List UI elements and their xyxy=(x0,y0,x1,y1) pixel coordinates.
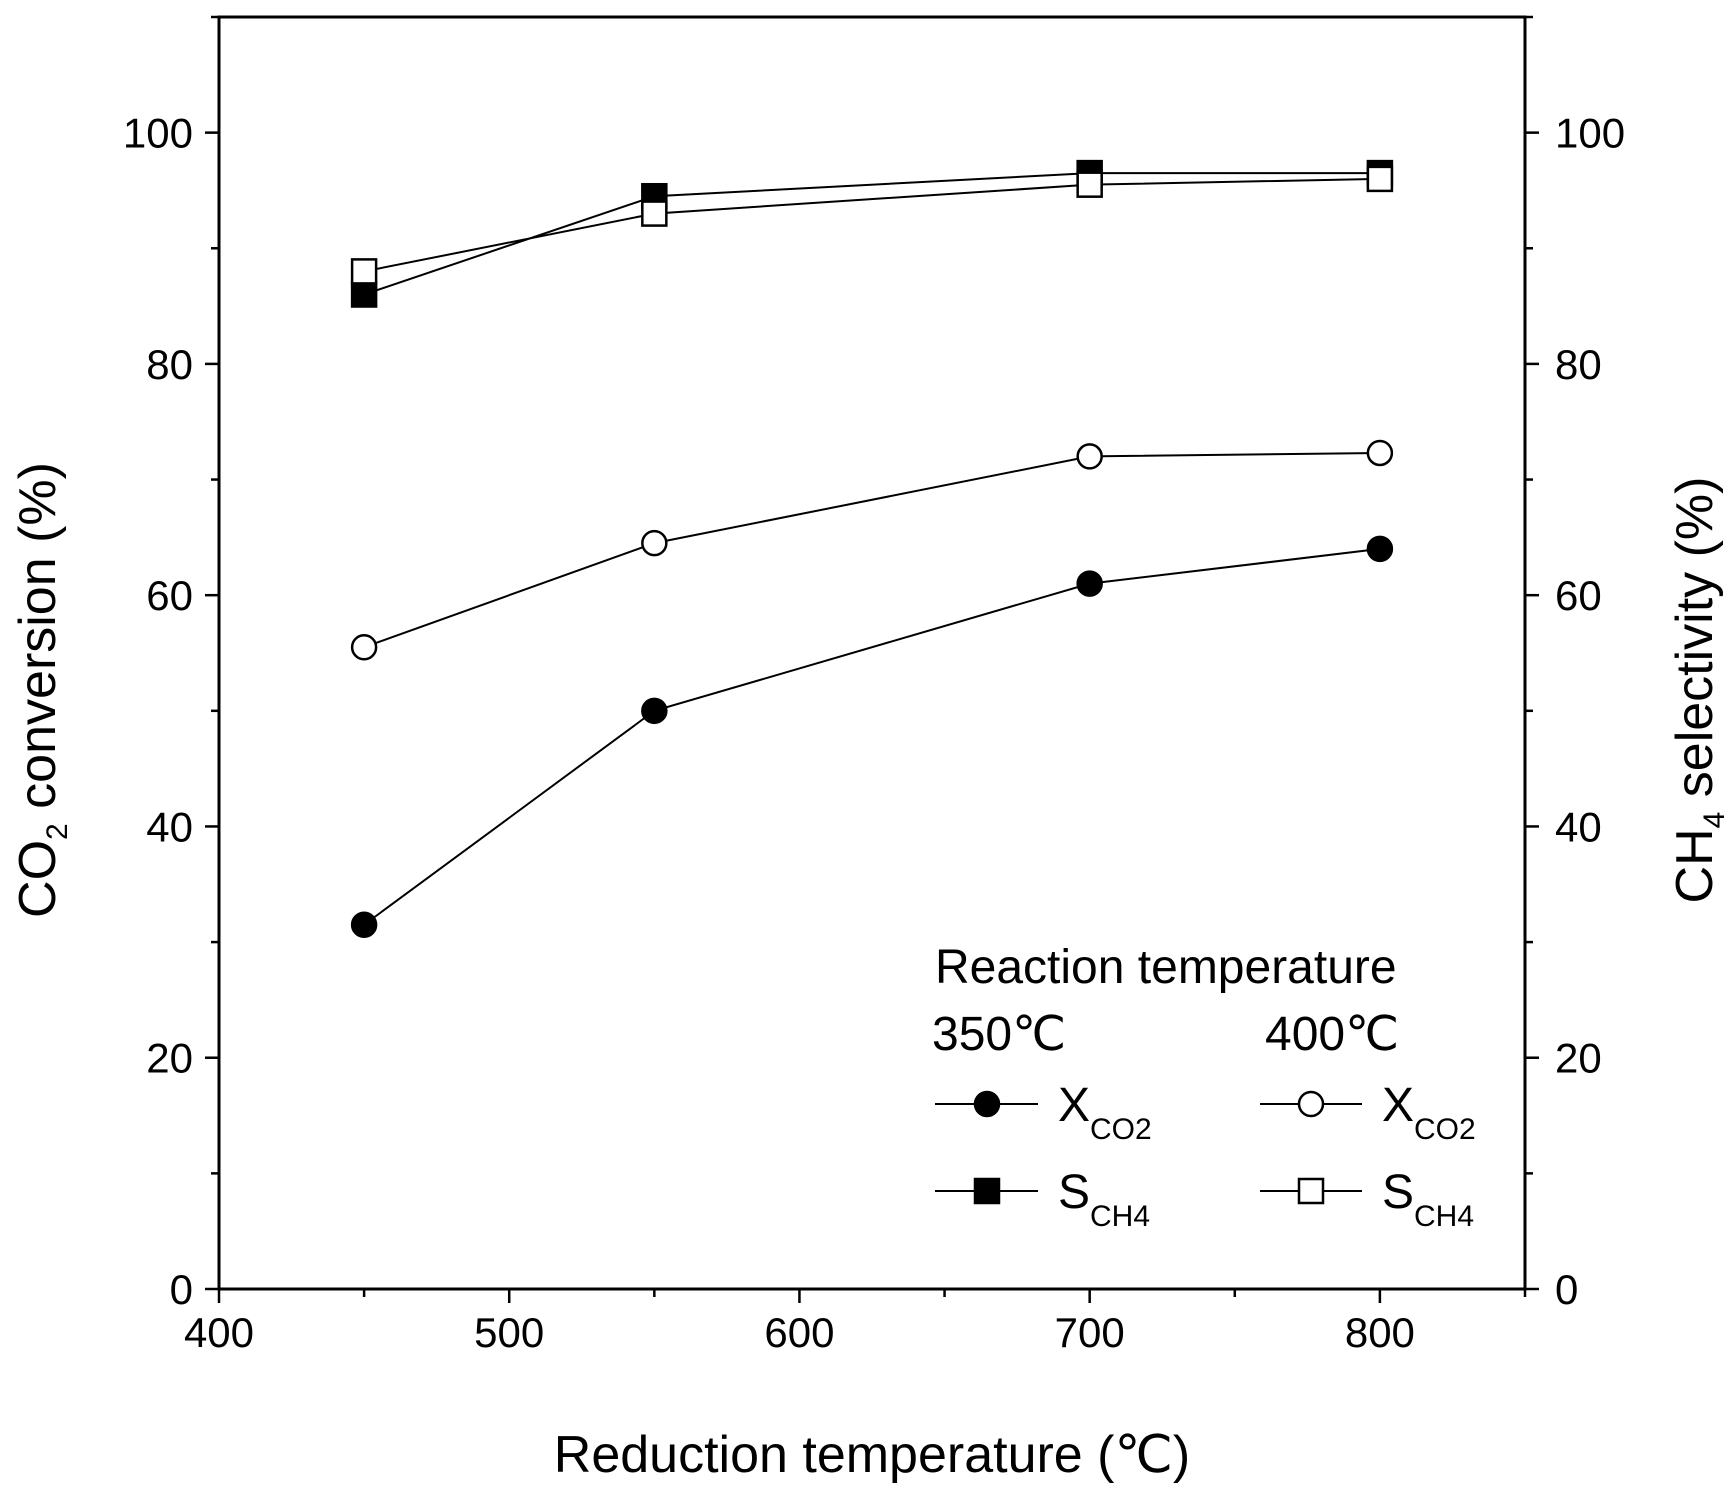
series-line-x350 xyxy=(363,547,1381,926)
y-right-tick-label: 80 xyxy=(1555,341,1602,388)
point-x400-0 xyxy=(350,633,378,661)
point-x400-2 xyxy=(1076,443,1103,470)
y-left-tick-label: 20 xyxy=(146,1035,193,1082)
x-tick-label: 600 xyxy=(764,1309,834,1356)
svg-text:XCO2: XCO2 xyxy=(1058,1079,1152,1146)
point-s400-2 xyxy=(1076,171,1103,198)
svg-text:SCH4: SCH4 xyxy=(1058,1166,1150,1233)
series-line-s350 xyxy=(363,172,1380,296)
point-x350-1 xyxy=(641,697,668,725)
y-right-tick-label: 0 xyxy=(1555,1266,1578,1313)
y-left-tick-label: 80 xyxy=(146,341,193,388)
plot-frame xyxy=(217,15,1527,1291)
legend-entry-x350: XCO2 xyxy=(935,1079,1152,1146)
legend: Reaction temperature 350℃ 400℃ XCO2 XCO2… xyxy=(932,941,1476,1233)
legend-entry-s400: SCH4 xyxy=(1260,1166,1474,1233)
y-left-tick-label: 100 xyxy=(123,110,193,157)
point-x350-0 xyxy=(350,911,378,938)
point-s400-0 xyxy=(350,258,378,285)
legend-col1-header: 350℃ xyxy=(932,1008,1066,1061)
y-right-tick-label: 60 xyxy=(1555,572,1602,619)
legend-marker-filled-circle xyxy=(973,1090,1001,1118)
legend-marker-open-circle xyxy=(1297,1090,1325,1118)
y-left-tick-label: 40 xyxy=(146,803,193,850)
x-tick-label: 500 xyxy=(474,1309,544,1356)
y-left-tick-label: 60 xyxy=(146,572,193,619)
x-tick-label: 800 xyxy=(1345,1309,1415,1356)
point-x350-3 xyxy=(1366,535,1394,563)
y-axis-left-title: CO2 conversion (%) xyxy=(9,462,74,918)
legend-title: Reaction temperature xyxy=(935,941,1397,994)
series-line-s400 xyxy=(363,177,1380,273)
legend-marker-filled-square xyxy=(973,1177,1001,1205)
x-tick-label: 400 xyxy=(184,1309,254,1356)
point-x350-2 xyxy=(1076,570,1103,597)
legend-marker-open-square xyxy=(1297,1177,1325,1205)
svg-text:XCO2: XCO2 xyxy=(1382,1079,1476,1146)
y-axis-right-title: CH4 selectivity (%) xyxy=(1666,477,1731,904)
legend-entry-x400: XCO2 xyxy=(1260,1079,1476,1146)
point-x400-1 xyxy=(641,529,668,557)
svg-text:SCH4: SCH4 xyxy=(1382,1166,1474,1233)
point-s400-1 xyxy=(641,200,668,227)
y-right-tick-label: 20 xyxy=(1555,1035,1602,1082)
y-left-tick-label: 0 xyxy=(170,1266,193,1313)
y-right-tick-label: 100 xyxy=(1555,110,1625,157)
legend-entry-s350: SCH4 xyxy=(935,1166,1150,1233)
legend-col2-header: 400℃ xyxy=(1265,1008,1399,1061)
data-series xyxy=(350,159,1394,938)
point-s350-0 xyxy=(350,281,378,308)
x-tick-label: 700 xyxy=(1055,1309,1125,1356)
axis-ticks: 400 500 600 700 800 0 0 20 20 40 40 60 60 80 80 100 100 xyxy=(123,15,1625,1356)
point-s400-3 xyxy=(1366,165,1394,193)
series-line-x400 xyxy=(363,451,1380,649)
x-axis-title: Reduction temperature (℃) xyxy=(554,1426,1190,1484)
y-right-tick-label: 40 xyxy=(1555,803,1602,850)
point-x400-3 xyxy=(1366,439,1394,467)
